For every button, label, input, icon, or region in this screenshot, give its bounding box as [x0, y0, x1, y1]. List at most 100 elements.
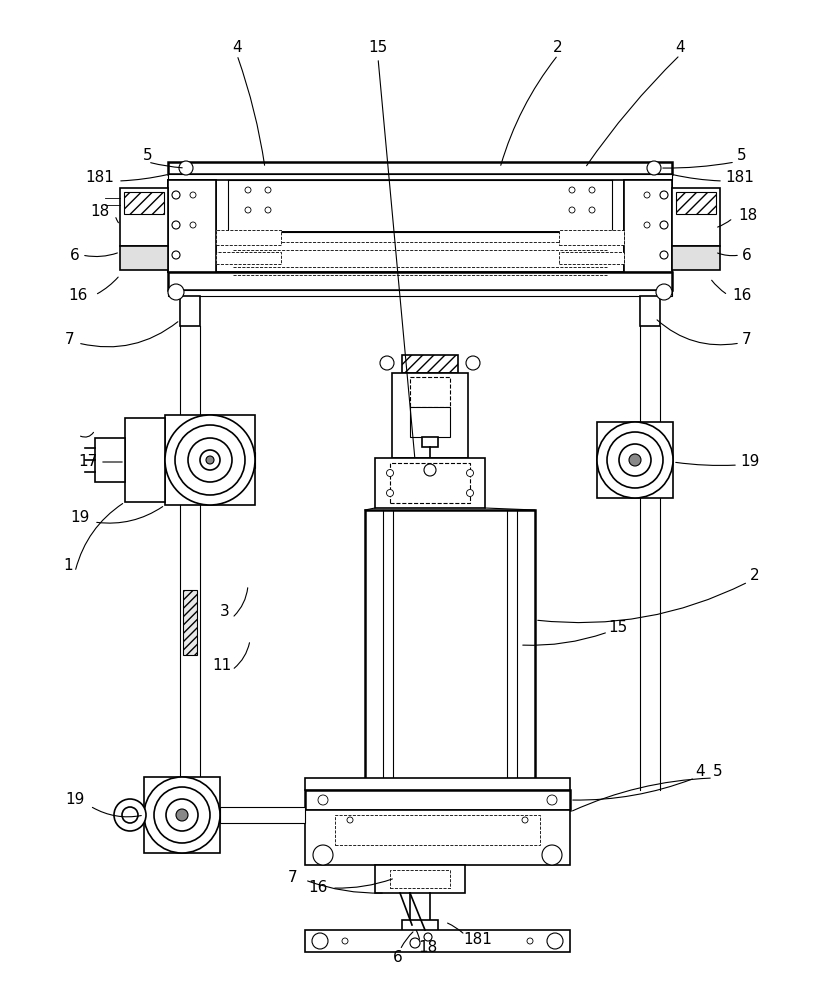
- Bar: [144, 777, 220, 853]
- Bar: [120, 188, 168, 246]
- Bar: [365, 510, 535, 790]
- Circle shape: [190, 222, 196, 228]
- Bar: [168, 180, 216, 272]
- Circle shape: [206, 456, 214, 464]
- Text: 6: 6: [742, 247, 752, 262]
- Circle shape: [144, 777, 220, 853]
- Bar: [120, 246, 168, 270]
- Text: 15: 15: [608, 620, 627, 636]
- Circle shape: [466, 489, 473, 496]
- Circle shape: [547, 933, 563, 949]
- Text: 16: 16: [732, 288, 751, 302]
- Bar: [125, 418, 165, 502]
- Circle shape: [607, 432, 663, 488]
- Circle shape: [644, 222, 650, 228]
- Circle shape: [172, 251, 180, 259]
- Circle shape: [165, 415, 255, 505]
- Bar: [402, 920, 438, 935]
- Circle shape: [122, 807, 138, 823]
- Text: 7: 7: [742, 332, 752, 348]
- Bar: [559, 252, 624, 264]
- Circle shape: [175, 425, 245, 495]
- Circle shape: [387, 470, 393, 477]
- Bar: [305, 790, 570, 810]
- Circle shape: [166, 799, 198, 831]
- Text: 181: 181: [726, 170, 755, 186]
- Circle shape: [154, 787, 210, 843]
- Text: 2: 2: [751, 568, 760, 582]
- Circle shape: [245, 187, 251, 193]
- Text: 181: 181: [86, 170, 114, 186]
- Text: 1: 1: [63, 558, 72, 572]
- Text: 11: 11: [212, 658, 232, 672]
- Text: 5: 5: [737, 147, 747, 162]
- Bar: [390, 870, 450, 888]
- Bar: [168, 232, 672, 272]
- Circle shape: [466, 470, 473, 477]
- Text: 19: 19: [70, 510, 90, 526]
- Circle shape: [569, 187, 575, 193]
- Bar: [375, 458, 485, 508]
- Bar: [392, 373, 468, 458]
- Text: 3: 3: [220, 604, 230, 619]
- Bar: [168, 272, 672, 290]
- Bar: [390, 463, 470, 503]
- Bar: [305, 810, 570, 865]
- Circle shape: [660, 191, 668, 199]
- Bar: [168, 290, 672, 296]
- Circle shape: [200, 450, 220, 470]
- Circle shape: [188, 438, 232, 482]
- Bar: [168, 162, 672, 174]
- Text: 5: 5: [143, 147, 152, 162]
- Bar: [640, 296, 660, 326]
- Text: 18: 18: [90, 205, 110, 220]
- Circle shape: [172, 221, 180, 229]
- Text: 19: 19: [741, 454, 760, 470]
- Circle shape: [190, 192, 196, 198]
- Bar: [216, 230, 281, 245]
- Bar: [375, 865, 465, 893]
- Circle shape: [589, 187, 595, 193]
- Circle shape: [265, 207, 271, 213]
- Text: 7: 7: [65, 332, 75, 348]
- Bar: [410, 407, 450, 437]
- Bar: [124, 192, 164, 214]
- Circle shape: [619, 444, 651, 476]
- Bar: [676, 192, 716, 214]
- Circle shape: [424, 933, 432, 941]
- Circle shape: [569, 207, 575, 213]
- Circle shape: [589, 207, 595, 213]
- Circle shape: [114, 799, 146, 831]
- Circle shape: [660, 251, 668, 259]
- Bar: [180, 296, 200, 326]
- Circle shape: [176, 809, 188, 821]
- Circle shape: [179, 161, 193, 175]
- Circle shape: [313, 845, 333, 865]
- Text: 4: 4: [232, 40, 242, 55]
- Text: 15: 15: [368, 40, 387, 55]
- Bar: [216, 252, 281, 264]
- Circle shape: [466, 356, 480, 370]
- Bar: [168, 180, 672, 232]
- Circle shape: [312, 933, 328, 949]
- Bar: [672, 188, 720, 246]
- Circle shape: [410, 938, 420, 948]
- Circle shape: [380, 356, 394, 370]
- Circle shape: [629, 454, 641, 466]
- Circle shape: [597, 422, 673, 498]
- Circle shape: [644, 192, 650, 198]
- Text: 5: 5: [713, 764, 723, 780]
- Circle shape: [547, 795, 557, 805]
- Text: 181: 181: [463, 932, 492, 948]
- Bar: [183, 590, 197, 655]
- Bar: [305, 778, 570, 790]
- Bar: [168, 174, 672, 180]
- Bar: [422, 437, 438, 447]
- Circle shape: [542, 845, 562, 865]
- Circle shape: [318, 795, 328, 805]
- Text: 17: 17: [78, 454, 97, 470]
- Circle shape: [342, 938, 348, 944]
- Circle shape: [522, 817, 528, 823]
- Bar: [335, 815, 540, 845]
- Text: 16: 16: [308, 880, 327, 896]
